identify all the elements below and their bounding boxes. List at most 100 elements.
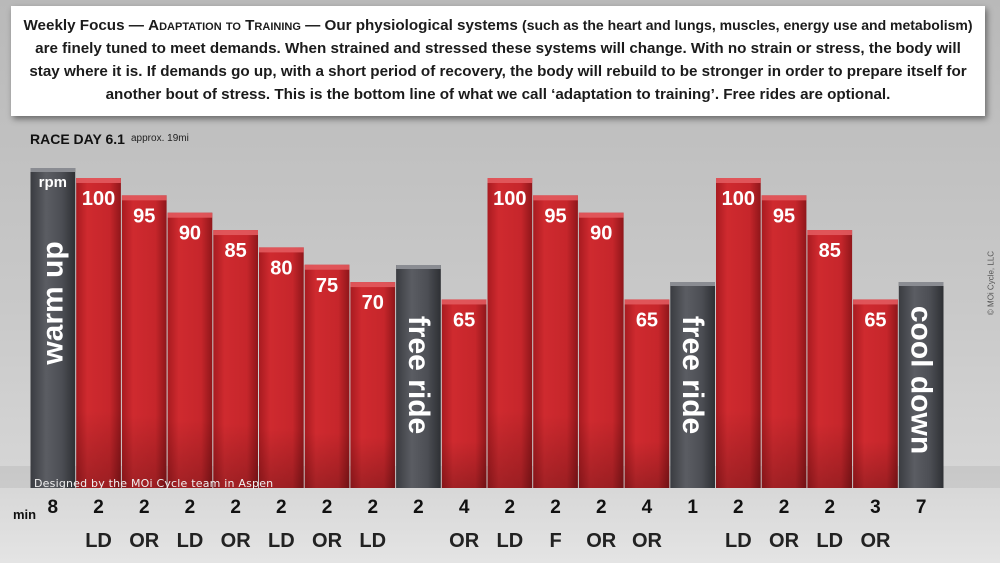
rpm-value-label: 75: [316, 275, 338, 297]
bar-shade: [304, 264, 350, 488]
drill-code: OR: [449, 530, 480, 552]
design-credit: Designed by the MOi Cycle team in Aspen: [34, 477, 274, 490]
bar-cap: [898, 282, 944, 286]
rpm-bar-12: 95 2 F: [533, 195, 578, 552]
bar-body: [396, 265, 441, 488]
weekly-focus-label: Weekly Focus —: [23, 17, 149, 34]
rpm-value-label: 100: [493, 188, 526, 210]
focus-topic: Adaptation to Training: [148, 17, 301, 34]
bar-shade: [761, 195, 807, 488]
bar-shade: [807, 230, 853, 489]
drill-code: OR: [632, 530, 663, 552]
rpm-value-label: 90: [590, 223, 612, 245]
minutes-value: 7: [916, 497, 927, 518]
bar-shade: [441, 299, 487, 488]
phase-label: warm up: [36, 241, 69, 365]
drill-code: LD: [359, 530, 386, 552]
minutes-value: 2: [733, 497, 744, 518]
rpm-bar-13: 90 2 OR: [578, 212, 624, 552]
drill-code: LD: [177, 530, 204, 552]
minutes-axis-label: min: [13, 507, 37, 522]
bar-body: [670, 282, 715, 488]
rpm-value-label: 95: [773, 205, 795, 227]
phase-label: free ride: [402, 316, 435, 434]
rpm-value-label: 85: [819, 240, 841, 262]
minutes-value: 2: [93, 497, 104, 518]
minutes-value: 2: [276, 497, 287, 518]
rpm-value-label: 95: [133, 205, 155, 227]
rpm-value-label: 70: [362, 292, 384, 314]
focus-body: are finely tuned to meet demands. When s…: [29, 40, 967, 103]
rpm-bar-18: 85 2 LD: [807, 230, 853, 552]
bar-shade: [259, 247, 304, 488]
focus-banner: Weekly Focus — Adaptation to Training — …: [11, 6, 985, 116]
minutes-value: 2: [779, 497, 790, 518]
bar-body: [30, 168, 76, 488]
rpm-value-label: 85: [225, 240, 247, 262]
phase-bar-15: free ride 1: [670, 282, 715, 518]
bar-shade: [533, 195, 578, 488]
drill-code: OR: [586, 530, 617, 552]
minutes-value: 2: [322, 497, 333, 518]
minutes-value: 2: [230, 497, 241, 518]
drill-code: LD: [85, 530, 112, 552]
rpm-bar-10: 65 4 OR: [441, 299, 487, 552]
minutes-value: 4: [642, 497, 653, 518]
phase-bar-1: warm up rpm 8: [30, 168, 76, 518]
bar-cap: [670, 282, 715, 286]
race-day-title: RACE DAY 6.1: [30, 131, 125, 147]
minutes-value: 2: [413, 497, 424, 518]
rpm-bar-4: 90 2 LD: [167, 212, 213, 552]
drill-code: F: [549, 530, 561, 552]
drill-code: LD: [725, 530, 752, 552]
rpm-value-label: 90: [179, 223, 201, 245]
bar-shade: [716, 178, 761, 488]
drill-code: OR: [769, 530, 800, 552]
bar-shade: [213, 230, 258, 489]
minutes-value: 2: [367, 497, 378, 518]
drill-code: OR: [860, 530, 891, 552]
minutes-value: 2: [139, 497, 150, 518]
phase-bar-20: cool down 7: [898, 282, 944, 518]
bar-shade: [76, 178, 121, 488]
bar-shade: [350, 282, 396, 488]
minutes-value: 1: [687, 497, 698, 518]
rpm-value-label: 95: [544, 205, 566, 227]
phase-bar-9: free ride 2: [396, 265, 441, 518]
drill-code: LD: [268, 530, 295, 552]
rpm-bar-16: 100 2 LD: [716, 178, 761, 552]
bar-body: [898, 282, 944, 488]
bar-cap: [396, 265, 441, 269]
minutes-value: 2: [596, 497, 607, 518]
rpm-bar-19: 65 3 OR: [853, 299, 898, 552]
rpm-bar-17: 95 2 OR: [761, 195, 807, 552]
minutes-value: 2: [550, 497, 561, 518]
rpm-unit-label: rpm: [39, 174, 67, 191]
drill-code: OR: [129, 530, 160, 552]
rpm-bar-2: 100 2 LD: [76, 178, 121, 552]
bar-shade: [487, 178, 533, 488]
rpm-bar-11: 100 2 LD: [487, 178, 533, 552]
minutes-value: 3: [870, 497, 881, 518]
minutes-value: 2: [824, 497, 835, 518]
rpm-value-label: 100: [722, 188, 755, 210]
phase-label: cool down: [905, 306, 938, 454]
bar-shade: [624, 299, 670, 488]
rpm-bar-8: 70 2 LD: [350, 282, 396, 552]
rpm-bar-3: 95 2 OR: [121, 195, 167, 552]
bar-shade: [853, 299, 898, 488]
drill-code: LD: [497, 530, 524, 552]
bar-cap: [30, 168, 76, 172]
rpm-value-label: 65: [636, 309, 658, 331]
phase-label: free ride: [676, 316, 709, 434]
rpm-bar-5: 85 2 OR: [213, 230, 258, 552]
bar-shade: [578, 212, 624, 488]
drill-code: OR: [221, 530, 252, 552]
rpm-value-label: 80: [270, 257, 292, 279]
minutes-value: 4: [459, 497, 470, 518]
rpm-bar-7: 75 2 OR: [304, 264, 350, 552]
minutes-value: 2: [505, 497, 516, 518]
focus-sep: — Our physiological systems: [300, 17, 523, 34]
rpm-value-label: 100: [82, 188, 115, 210]
